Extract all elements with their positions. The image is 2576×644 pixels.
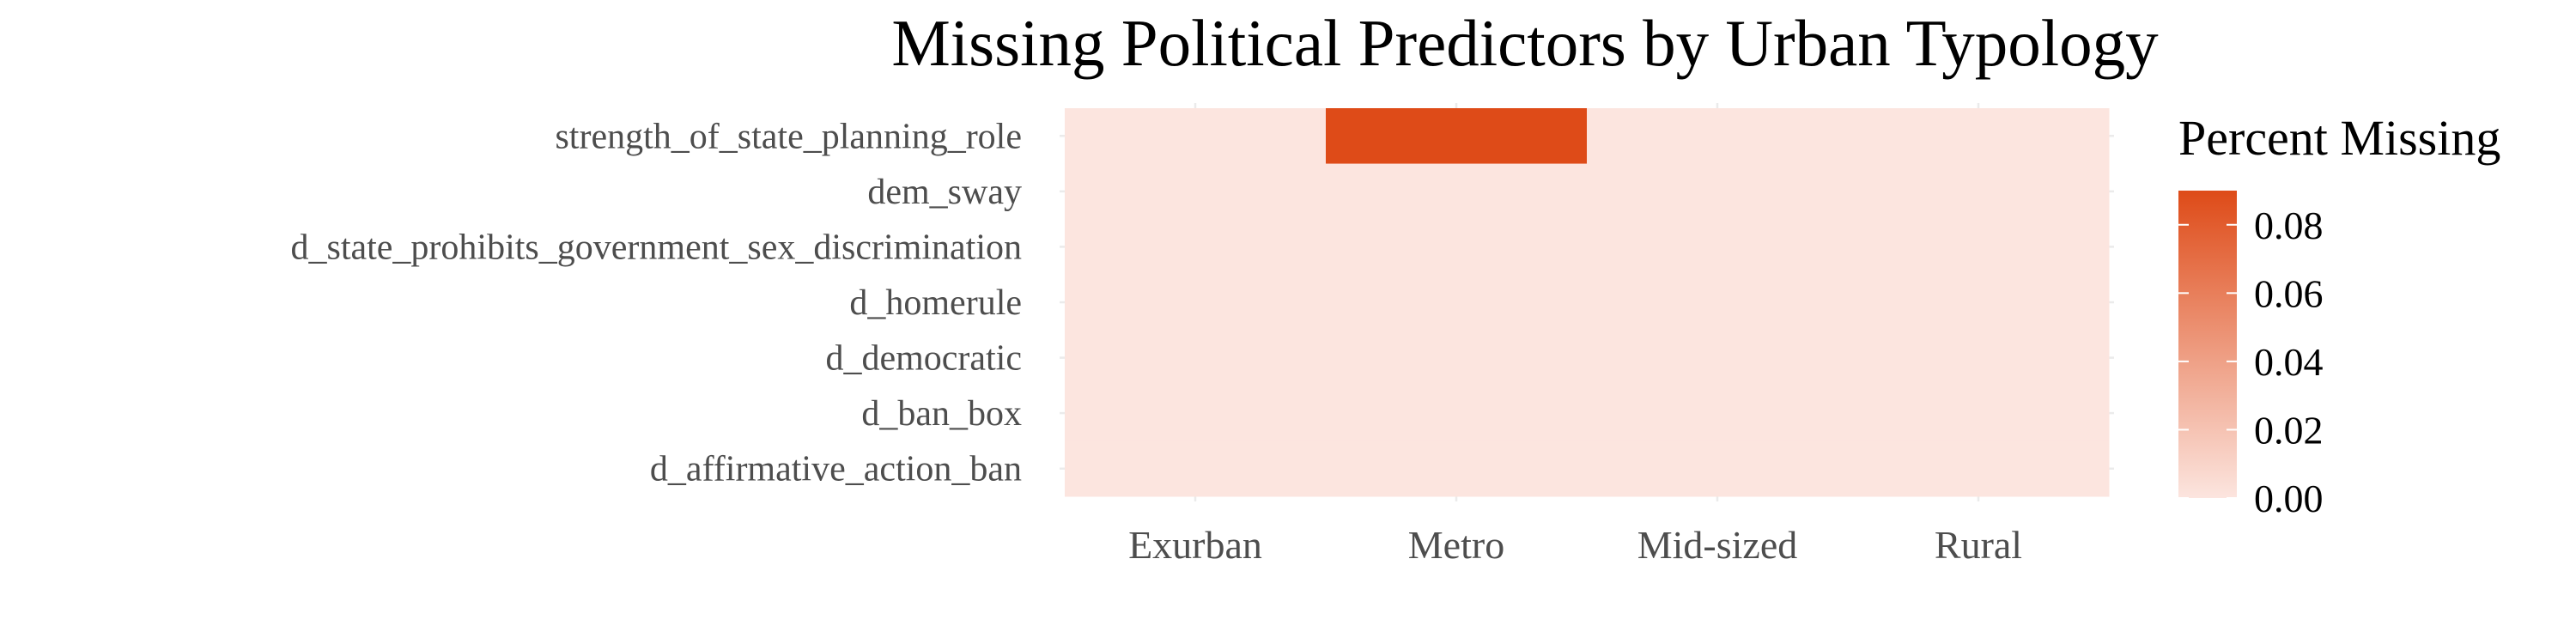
heatmap-cell <box>1848 440 2110 497</box>
heatmap-cell <box>1065 330 1327 386</box>
y-tick-label: d_affirmative_action_ban <box>650 450 1022 489</box>
heatmap-cell <box>1326 440 1588 497</box>
legend-color-bar <box>2178 191 2237 498</box>
y-axis-tick-labels: strength_of_state_planning_role dem_swayd… <box>290 117 1022 489</box>
heatmap-cell <box>1848 330 2110 386</box>
heatmap-cell <box>1065 440 1327 497</box>
y-tick-label: dem_sway <box>867 173 1022 212</box>
y-tick-label: d_democratic <box>825 339 1022 379</box>
y-tick-label: d_homerule <box>849 283 1022 323</box>
heatmap-cell <box>1848 219 2110 276</box>
y-tick-label: d_ban_box <box>861 394 1022 434</box>
legend-tick-label: 0.06 <box>2254 271 2324 315</box>
heatmap-cell <box>1848 385 2110 441</box>
heatmap-cell <box>1065 108 1327 165</box>
x-tick-label: Metro <box>1408 523 1504 567</box>
legend-title: Percent Missing <box>2178 110 2500 166</box>
color-legend: Percent Missing 0.08 0.06 0.04 0.02 0.00 <box>2178 110 2500 520</box>
y-tick-label: strength_of_state_planning_role <box>555 117 1022 156</box>
heatmap-cell <box>1326 385 1588 441</box>
x-tick-label: Exurban <box>1128 523 1262 567</box>
heatmap-cell <box>1326 163 1588 220</box>
heatmap-cell <box>1587 219 1849 276</box>
x-axis-tick-labels: Exurban Metro Mid-sized Rural <box>1128 523 2022 567</box>
legend-tick-label: 0.04 <box>2254 340 2324 384</box>
heatmap-cell <box>1065 219 1327 276</box>
legend-ticks: 0.08 0.06 0.04 0.02 0.00 <box>2178 204 2324 520</box>
legend-tick-label: 0.02 <box>2254 408 2324 452</box>
legend-tick-label: 0.00 <box>2254 477 2324 520</box>
heatmap-cell <box>1065 274 1327 331</box>
heatmap-cell <box>1848 163 2110 220</box>
heatmap-cell <box>1587 440 1849 497</box>
heatmap-cell <box>1065 163 1327 220</box>
heatmap-cell <box>1848 108 2110 165</box>
heatmap-cell <box>1326 274 1588 331</box>
x-tick-label: Mid-sized <box>1637 523 1798 567</box>
legend-tick-label: 0.08 <box>2254 204 2324 247</box>
x-tick-label: Rural <box>1935 523 2022 567</box>
heatmap-cell <box>1587 385 1849 441</box>
heatmap-cells <box>1065 108 2110 497</box>
heatmap-cell <box>1326 108 1588 165</box>
heatmap-cell <box>1587 108 1849 165</box>
chart-title: Missing Political Predictors by Urban Ty… <box>891 6 2159 80</box>
heatmap-cell <box>1326 219 1588 276</box>
heatmap-cell <box>1848 274 2110 331</box>
heatmap-cell <box>1065 385 1327 441</box>
heatmap-cell <box>1587 330 1849 386</box>
heatmap-cell <box>1587 163 1849 220</box>
y-tick-label: d_state_prohibits_government_sex_discrim… <box>290 228 1022 267</box>
heatmap-cell <box>1326 330 1588 386</box>
heatmap-cell <box>1587 274 1849 331</box>
